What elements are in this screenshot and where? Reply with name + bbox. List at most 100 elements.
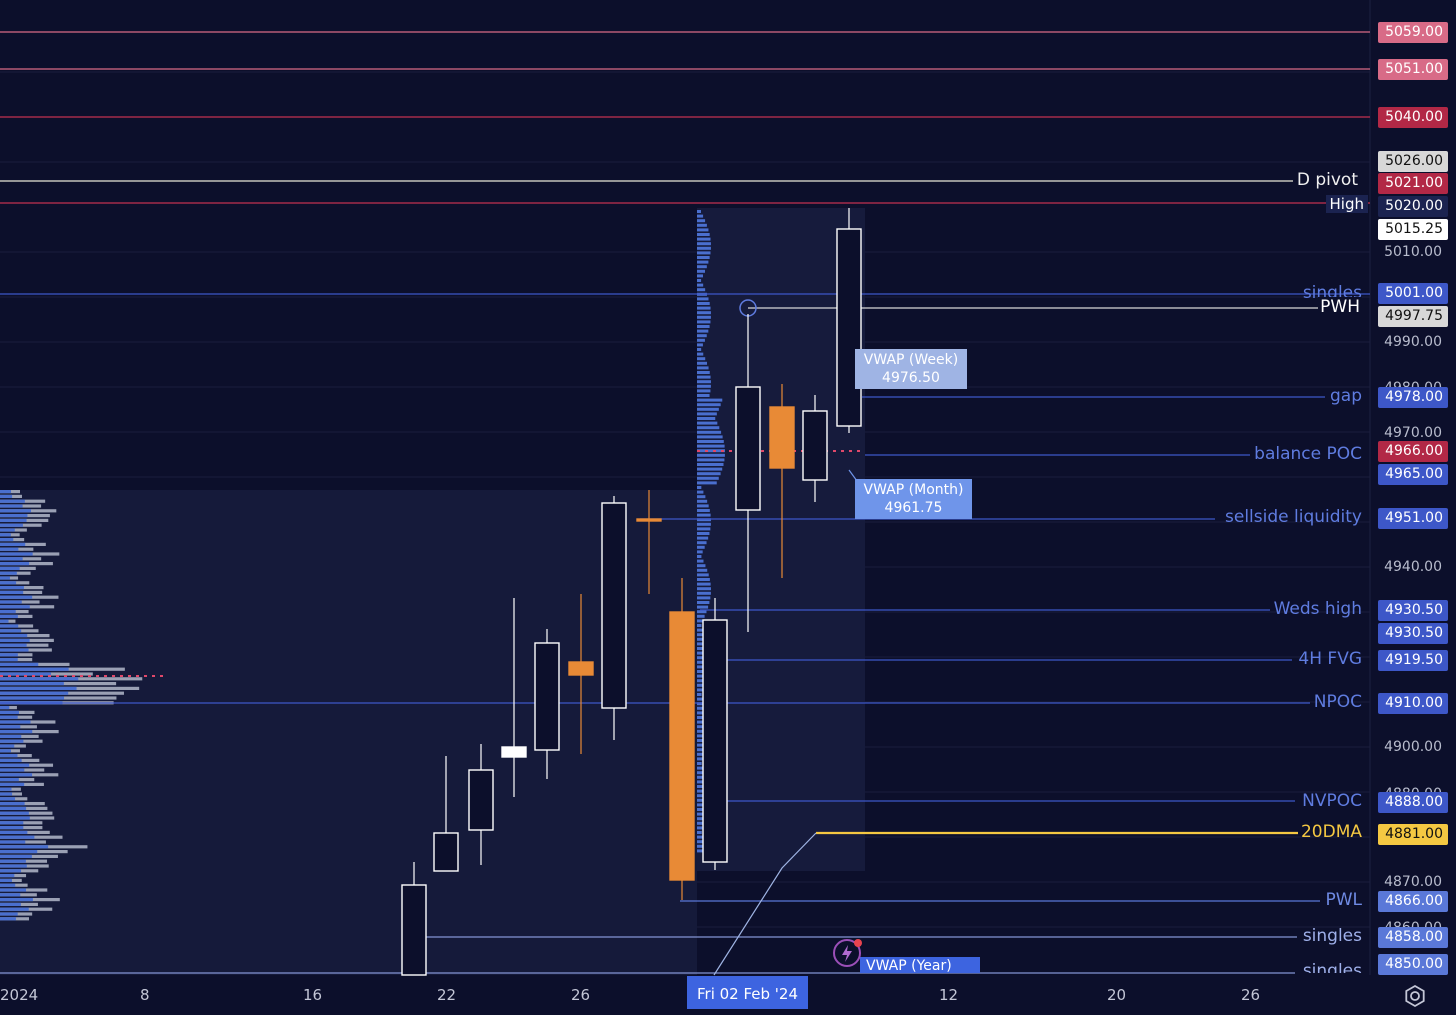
volume-bar (697, 246, 711, 250)
alert-lightning-icon[interactable] (832, 938, 862, 968)
vwap-month-callout[interactable]: VWAP (Month) 4961.75 (855, 479, 972, 519)
volume-bar (0, 658, 18, 662)
time-tick: 2024 (0, 986, 39, 1004)
volume-bar (0, 850, 38, 854)
volume-bar (697, 826, 703, 830)
volume-bar (697, 279, 702, 282)
price-tick: 5010.00 (1384, 244, 1442, 260)
volume-bar (0, 758, 22, 762)
price-tick: 4980.00 (1384, 380, 1442, 388)
volume-bar (697, 762, 702, 765)
vwap-month-title: VWAP (Month) (863, 482, 964, 498)
time-tick: 12 (939, 986, 959, 1004)
price-tag: 4978.00 (1378, 387, 1448, 408)
volume-bar (0, 898, 33, 902)
level-label-gap: gap (1330, 386, 1362, 406)
volume-bar (0, 869, 22, 873)
volume-bar (0, 571, 17, 575)
volume-bar (697, 614, 705, 618)
volume-bar (0, 542, 26, 546)
volume-bar (697, 835, 704, 839)
volume-bar (0, 893, 21, 897)
volume-bar (697, 499, 708, 503)
volume-bar (0, 912, 18, 916)
volume-bar (697, 679, 707, 683)
volume-bar (0, 523, 23, 527)
volume-bar (697, 463, 724, 466)
price-tick: 4860.00 (1384, 920, 1442, 927)
time-tick: 26 (571, 986, 591, 1004)
volume-bar (0, 514, 28, 518)
volume-bar (697, 504, 709, 508)
volume-bar (697, 706, 708, 710)
vwap-month-value: 4961.75 (884, 500, 943, 516)
volume-bar (697, 550, 703, 554)
volume-bar (0, 845, 49, 849)
level-label-high: High (1325, 195, 1368, 213)
volume-bar (0, 821, 24, 825)
volume-bar (0, 763, 30, 767)
price-tag: 4919.50 (1378, 650, 1448, 671)
volume-bar (697, 591, 711, 595)
time-tick: 16 (303, 986, 323, 1004)
volume-bar (697, 573, 709, 577)
candle-body (702, 619, 728, 863)
volume-bar (0, 533, 11, 537)
volume-bar (697, 458, 725, 462)
level-label-weds-high: Weds high (1273, 599, 1362, 619)
candle-body (836, 228, 862, 427)
candle-body (433, 832, 459, 872)
price-tick: 4970.00 (1384, 425, 1442, 441)
volume-bar (0, 653, 18, 657)
volume-bar (697, 476, 719, 480)
volume-bar (697, 490, 704, 494)
volume-bar (697, 219, 706, 223)
volume-bar (697, 702, 706, 706)
price-tag: 4966.00 (1378, 441, 1448, 462)
candle-body (735, 386, 761, 511)
volume-bar (0, 792, 13, 796)
volume-bar (0, 509, 31, 513)
volume-bar (697, 361, 708, 365)
volume-bar (697, 320, 711, 324)
volume-bar (0, 749, 11, 753)
volume-bar (697, 817, 707, 821)
volume-bar (697, 398, 723, 402)
volume-bar (0, 715, 18, 719)
volume-bar (697, 610, 707, 614)
volume-bar (697, 568, 708, 572)
volume-bar (0, 806, 27, 810)
vwap-year-callout[interactable]: VWAP (Year) (860, 957, 980, 973)
volume-bar (697, 545, 705, 549)
volume-bar (697, 440, 724, 443)
volume-bar (697, 624, 702, 627)
volume-bar (697, 412, 717, 416)
volume-bar (0, 696, 65, 700)
vwap-week-callout[interactable]: VWAP (Week) 4976.50 (855, 349, 967, 389)
volume-bar (0, 528, 15, 532)
volume-bar (697, 840, 706, 844)
volume-bar (697, 449, 725, 453)
volume-bar (697, 467, 723, 471)
volume-bar (697, 237, 711, 241)
gear-icon[interactable] (1402, 983, 1428, 1009)
volume-bar (697, 371, 710, 374)
volume-bar (697, 633, 706, 637)
price-tick: 4940.00 (1384, 559, 1442, 575)
volume-bar (697, 311, 711, 315)
volume-bar (697, 509, 710, 512)
volume-bar (0, 883, 16, 887)
volume-bar (0, 667, 69, 671)
vwap-year-line (713, 832, 817, 976)
volume-bar (0, 840, 26, 844)
volume-bar (697, 522, 711, 526)
volume-bar (697, 265, 707, 269)
volume-bar (0, 538, 14, 542)
current-date-label: Fri 02 Feb '24 (687, 976, 808, 1009)
volume-bar (0, 874, 15, 878)
volume-bar (697, 536, 709, 540)
volume-bar (0, 854, 32, 858)
volume-bar (697, 564, 706, 568)
